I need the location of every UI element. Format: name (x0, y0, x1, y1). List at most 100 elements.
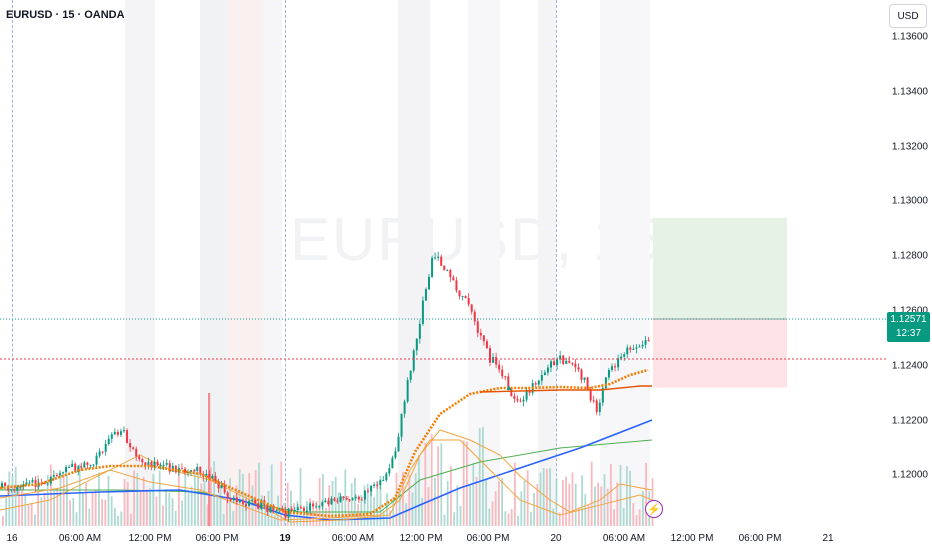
candle-body (58, 473, 61, 476)
price-tick: 1.12400 (891, 360, 928, 372)
candle-body (498, 364, 501, 370)
volume-bar (267, 490, 270, 526)
candle-body (159, 465, 162, 467)
candle-body (55, 475, 58, 477)
volume-bar (533, 493, 535, 526)
candle-body (556, 359, 559, 366)
price-tick: 1.12200 (891, 415, 928, 427)
candle-body (595, 400, 598, 412)
volume-bar (376, 481, 379, 526)
volume-bar (104, 499, 107, 526)
candle-body (89, 464, 92, 466)
price-tick: 1.12000 (891, 469, 928, 481)
volume-bar (341, 495, 343, 526)
volume-bar (53, 491, 55, 526)
currency-badge[interactable]: USD (889, 4, 927, 28)
candle-body (592, 400, 595, 402)
volume-bar (8, 471, 11, 526)
candle-body (388, 468, 391, 474)
volume-bar (62, 475, 65, 526)
volume-bar (443, 514, 446, 526)
volume-bar (421, 497, 423, 526)
volume-bar (155, 496, 158, 526)
candle-body (370, 485, 373, 492)
volume-bar (24, 495, 27, 526)
volume-bar (357, 503, 359, 526)
candle-body (376, 484, 379, 486)
candle-body (315, 506, 318, 508)
volume-bar (635, 514, 638, 526)
volume-bar (622, 508, 625, 526)
candle-body (257, 503, 260, 509)
volume-bar (194, 469, 196, 526)
volume-bar (219, 485, 222, 526)
time-axis[interactable]: 16 06:00 AM 12:00 PM 06:00 PM 19 06:00 AM 12:0… (0, 526, 886, 550)
day-separator (12, 0, 13, 526)
volume-bar (610, 464, 612, 526)
candle-body (190, 470, 193, 473)
volume-bar (174, 510, 177, 526)
volume-bar (530, 512, 532, 526)
volume-bar (539, 472, 542, 526)
volume-bar (402, 471, 404, 526)
candle-body (119, 431, 122, 435)
volume-bar (139, 491, 142, 526)
candle-body (333, 498, 336, 501)
candle-body (10, 489, 13, 491)
volume-bar (43, 492, 46, 526)
volume-bar (117, 515, 119, 526)
volume-bar (526, 470, 529, 526)
candle-body (321, 502, 324, 507)
volume-bar (507, 513, 510, 526)
candle-body (312, 503, 315, 507)
candle-body (568, 360, 571, 363)
volume-bar (286, 482, 289, 526)
volume-bar (98, 472, 100, 526)
candle-body (241, 500, 244, 505)
candle-body (516, 398, 519, 401)
volume-bar (165, 489, 167, 526)
symbol-title[interactable]: EURUSD · 15 · OANDA (6, 9, 125, 21)
candle-body (546, 367, 549, 373)
candle-body (147, 462, 150, 466)
price-tick: 1.13200 (891, 141, 928, 153)
price-axis[interactable]: USD 1.13600 1.13400 1.13200 1.13000 1.12800 1… (886, 0, 932, 526)
candle-body (281, 509, 284, 511)
candle-body (138, 456, 141, 460)
volume-bar (302, 513, 305, 526)
volume-bar (280, 461, 283, 526)
candle-body (357, 496, 360, 500)
volume-bar (328, 485, 331, 526)
candle-body (296, 507, 299, 510)
candle-body (16, 486, 19, 491)
candle-body (620, 356, 623, 359)
volume-bar (440, 443, 443, 526)
candle-body (275, 510, 278, 512)
candle-body (382, 480, 385, 482)
volume-bar (110, 496, 113, 526)
volume-bar (584, 493, 587, 526)
loss-zone (653, 318, 787, 388)
candle-body (260, 500, 263, 509)
candle-body (306, 510, 308, 512)
candle-body (464, 295, 467, 299)
volume-bar (40, 497, 43, 526)
candle-body (611, 366, 613, 370)
chart-area[interactable]: EURUSD, 15 EURUSD · 15 · OANDA ▲ ⚡ (0, 0, 886, 526)
lightning-icon[interactable]: ⚡ (645, 500, 663, 518)
volume-bar (14, 466, 17, 526)
time-tick: 20 (550, 533, 562, 544)
session-band (538, 0, 556, 526)
candle-body (98, 451, 101, 456)
candle-body (46, 483, 49, 485)
volume-bar (184, 466, 187, 526)
price-plot[interactable]: ▲ (0, 0, 886, 526)
candle-body (129, 442, 132, 448)
volume-bar (69, 500, 71, 526)
candle-body (141, 459, 144, 463)
last-price-value: 1.12571 (890, 313, 927, 325)
candle-body (123, 430, 125, 432)
candle-body (293, 509, 296, 511)
candle-body (479, 332, 482, 336)
candle-body (348, 499, 351, 501)
